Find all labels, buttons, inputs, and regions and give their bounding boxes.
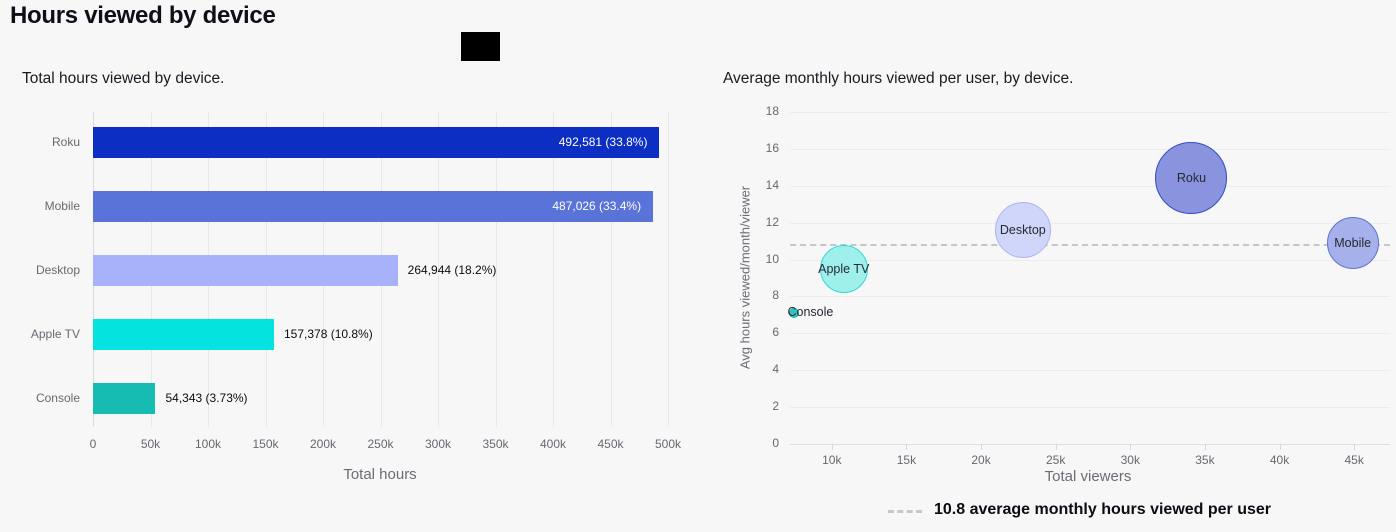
- bar-chart-x-tick-label: 500k: [654, 437, 682, 451]
- bubble-mobile[interactable]: Mobile: [1326, 216, 1379, 269]
- value-label-mobile: 487,026 (33.4%): [552, 199, 642, 213]
- reference-line-legend: 10.8 average monthly hours viewed per us…: [888, 501, 1271, 519]
- category-label-desktop: Desktop: [35, 263, 80, 277]
- bubble-chart-x-tick-label: 45k: [1344, 453, 1364, 467]
- grid-line-vertical: [438, 112, 439, 427]
- bar-mobile[interactable]: [93, 191, 654, 222]
- bubble-chart-y-tick-label: 12: [765, 214, 779, 229]
- dashed-line-icon: [888, 510, 922, 513]
- reference-line-legend-label: 10.8 average monthly hours viewed per us…: [934, 501, 1272, 518]
- grid-line-horizontal: [790, 296, 1390, 298]
- value-label-console: 54,343 (3.73%): [165, 391, 248, 405]
- bubble-chart-y-tick-label: 10: [765, 251, 779, 266]
- bar-chart-x-tick-label: 100k: [194, 437, 222, 451]
- x-tick-mark: [831, 444, 833, 450]
- bubble-chart-x-tick-label: 25k: [1045, 453, 1066, 467]
- grid-line-horizontal: [790, 112, 1390, 113]
- category-label-console: Console: [35, 391, 80, 405]
- grid-line-vertical: [610, 112, 612, 427]
- bubble-console[interactable]: [789, 308, 800, 319]
- bar-desktop[interactable]: [93, 255, 398, 286]
- bubble-chart-y-tick-label: 0: [772, 436, 779, 450]
- bubble-chart-x-tick-label: 30k: [1120, 453, 1140, 467]
- category-label-apple-tv: Apple TV: [30, 327, 80, 341]
- x-tick-mark: [1055, 444, 1057, 450]
- grid-line-horizontal: [790, 222, 1390, 224]
- bubble-chart-x-tick-label: 10k: [822, 453, 842, 467]
- bubble-chart-title: Average monthly hours viewed per user, b…: [723, 70, 1074, 87]
- grid-line-vertical: [553, 112, 554, 427]
- category-label-mobile: Mobile: [44, 199, 80, 213]
- bar-roku[interactable]: [93, 127, 660, 158]
- value-label-apple-tv: 157,378 (10.8%): [283, 327, 373, 341]
- x-tick-mark: [1279, 444, 1281, 450]
- value-label-desktop: 264,944 (18.2%): [407, 263, 497, 277]
- bubble-label-desktop: Desktop: [999, 223, 1046, 238]
- bubble-label-roku: Roku: [1176, 171, 1207, 186]
- x-tick-mark: [1204, 444, 1206, 450]
- redacted-logo-block: [461, 32, 500, 61]
- x-tick-mark: [1354, 444, 1356, 450]
- bubble-chart-y-tick-label: 4: [772, 362, 779, 377]
- bar-chart-x-tick-label: 200k: [309, 437, 337, 451]
- page-title: Hours viewed by device: [10, 2, 276, 29]
- bubble-chart-x-tick-label: 40k: [1269, 453, 1290, 467]
- bar-chart-x-tick-label: 300k: [424, 437, 452, 451]
- grid-line-vertical: [668, 112, 669, 427]
- bubble-chart-x-axis-title: Total viewers: [1044, 468, 1132, 485]
- bar-apple-tv[interactable]: [93, 319, 274, 350]
- bar-chart-x-tick-label: 450k: [597, 437, 624, 451]
- bubble-label-console: Console: [787, 305, 834, 320]
- grid-line-horizontal: [790, 370, 1390, 372]
- average-reference-line: [790, 243, 1390, 246]
- bubble-chart-x-tick-label: 20k: [971, 453, 991, 467]
- grid-line-horizontal: [790, 333, 1390, 335]
- x-tick-mark: [981, 444, 983, 450]
- bar-chart-x-tick-label: 0: [89, 437, 97, 451]
- grid-line-horizontal: [790, 148, 1390, 150]
- x-tick-mark: [1130, 444, 1132, 450]
- value-label-roku: 492,581 (33.8%): [558, 135, 648, 149]
- grid-line-horizontal: [790, 407, 1390, 409]
- x-tick-mark: [906, 444, 908, 450]
- bubble-chart-y-tick-label: 18: [765, 104, 779, 118]
- bar-console[interactable]: [93, 383, 156, 414]
- bubble-chart-x-tick-label: 15k: [896, 453, 917, 467]
- grid-line-horizontal: [790, 444, 1390, 445]
- bubble-chart-x-tick-label: 35k: [1195, 453, 1215, 467]
- bubble-chart-y-tick-label: 2: [772, 399, 779, 414]
- bubble-desktop[interactable]: Desktop: [994, 202, 1051, 259]
- grid-line-horizontal: [790, 259, 1390, 261]
- bar-chart-x-tick-label: 150k: [252, 437, 279, 451]
- bar-chart-x-tick-label: 250k: [367, 437, 394, 451]
- bubble-chart-y-tick-label: 6: [772, 325, 779, 340]
- bubble-chart-y-tick-label: 8: [772, 288, 779, 303]
- bar-chart-x-tick-label: 50k: [140, 437, 161, 451]
- bubble-chart-y-tick-label: 16: [765, 140, 779, 155]
- bubble-label-mobile: Mobile: [1334, 235, 1372, 250]
- bubble-label-apple-tv: Apple TV: [818, 261, 870, 276]
- bubble-chart-y-tick-label: 14: [765, 177, 779, 192]
- category-label-roku: Roku: [51, 135, 80, 149]
- bar-chart-title: Total hours viewed by device.: [22, 70, 225, 87]
- bar-chart-x-tick-label: 350k: [482, 437, 509, 451]
- bar-chart-x-axis-title: Total hours: [343, 466, 417, 483]
- bar-chart-x-tick-label: 400k: [539, 437, 567, 451]
- grid-line-vertical: [495, 112, 497, 427]
- grid-line-horizontal: [790, 185, 1390, 187]
- bubble-roku[interactable]: Roku: [1155, 142, 1228, 215]
- bubble-apple-tv[interactable]: Apple TV: [818, 244, 870, 293]
